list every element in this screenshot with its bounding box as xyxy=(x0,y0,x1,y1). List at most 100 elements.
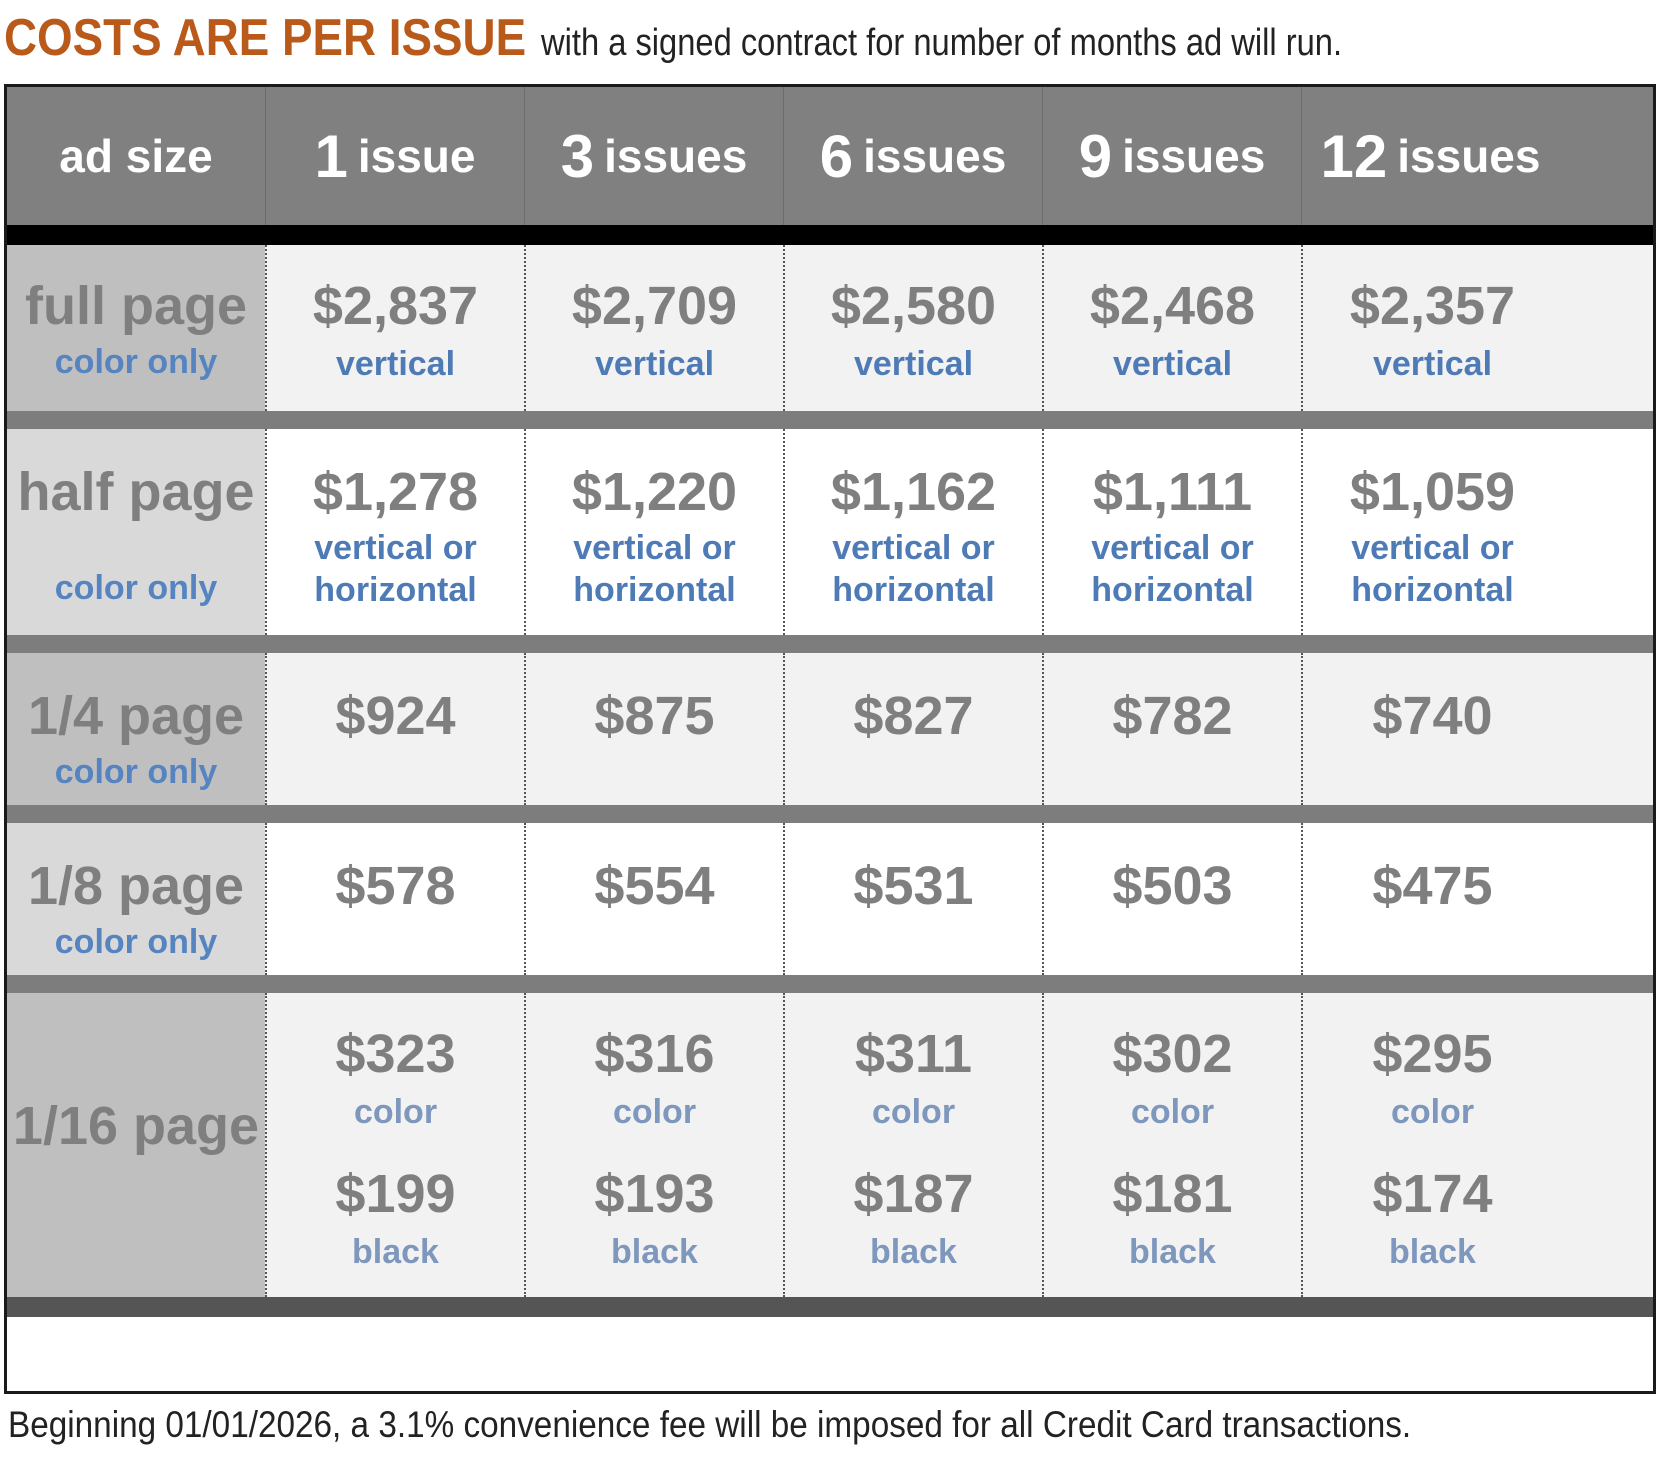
rate-table: ad size 1 issue 3 issues 6 issues 9 issues 1… xyxy=(4,84,1656,1394)
orientation-note: vertical or xyxy=(1091,529,1254,567)
color-label: color xyxy=(1130,1093,1215,1131)
footnote-text: Beginning 01/01/2026, a 3.1% convenience… xyxy=(8,1404,1412,1445)
color-price: $316 xyxy=(594,1024,715,1084)
price: $2,580 xyxy=(830,276,997,336)
header-unit: issues xyxy=(1122,130,1266,182)
price: $475 xyxy=(1372,856,1493,916)
header-divider xyxy=(7,225,1653,245)
price-cell: $2,709 vertical xyxy=(524,245,783,411)
price-cell: $1,059 vertical or horizontal xyxy=(1301,429,1653,635)
orientation-note: horizontal xyxy=(573,571,736,609)
orientation-note: horizontal xyxy=(1091,571,1254,609)
price-cell: $578 xyxy=(265,823,524,975)
row-separator xyxy=(7,805,1653,823)
table-bottom-band xyxy=(7,1297,1653,1317)
size-note: color only xyxy=(54,923,218,961)
row-separator xyxy=(7,411,1653,429)
price: $740 xyxy=(1372,686,1493,746)
black-label: black xyxy=(1129,1233,1216,1271)
price: $924 xyxy=(335,686,456,746)
price-cell: $740 xyxy=(1301,653,1653,805)
price-cell: $1,278 vertical or horizontal xyxy=(265,429,524,635)
footnote: Beginning 01/01/2026, a 3.1% convenience… xyxy=(8,1404,1648,1454)
size-name: full page xyxy=(24,276,247,336)
orientation-note: vertical or xyxy=(573,529,736,567)
header-count: 6 xyxy=(819,122,854,190)
size-cell: 1/8 page color only xyxy=(7,823,265,975)
size-note: color only xyxy=(54,753,218,791)
orientation-note: vertical xyxy=(594,345,715,383)
price-cell: $2,580 vertical xyxy=(783,245,1042,411)
header-col-3: 3 issues xyxy=(524,87,783,225)
price-cell: $1,162 vertical or horizontal xyxy=(783,429,1042,635)
table-row-quarter-page: 1/4 page color only $924 $875 $827 $782 … xyxy=(7,653,1653,805)
size-name: 1/4 page xyxy=(27,686,245,746)
color-label: color xyxy=(871,1093,956,1131)
header-col-12: 12 issues xyxy=(1301,87,1653,225)
header-unit: issue xyxy=(357,130,476,182)
price-cell: $2,468 vertical xyxy=(1042,245,1301,411)
header-col-9: 9 issues xyxy=(1042,87,1301,225)
price: $1,220 xyxy=(571,462,738,522)
header-count: 1 xyxy=(314,122,348,190)
header-unit: issues xyxy=(863,130,1007,182)
black-price: $193 xyxy=(594,1164,715,1224)
black-label: black xyxy=(870,1233,957,1271)
price: $578 xyxy=(335,856,456,916)
row-separator xyxy=(7,635,1653,653)
price-cell: $302 color $181 black xyxy=(1042,993,1301,1297)
price: $2,357 xyxy=(1349,276,1516,336)
headline: COSTS ARE PER ISSUE with a signed contra… xyxy=(4,8,1654,70)
size-cell: half page color only xyxy=(7,429,265,635)
color-price: $295 xyxy=(1372,1024,1493,1084)
size-cell: 1/4 page color only xyxy=(7,653,265,805)
color-price: $302 xyxy=(1112,1024,1233,1084)
price-cell: $311 color $187 black xyxy=(783,993,1042,1297)
size-note: color only xyxy=(54,343,218,381)
color-label: color xyxy=(353,1093,438,1131)
price-cell: $924 xyxy=(265,653,524,805)
header-col-6: 6 issues xyxy=(783,87,1042,225)
table-row-sixteenth-page: 1/16 page $323 color $199 black $316 col… xyxy=(7,993,1653,1297)
price-cell: $295 color $174 black xyxy=(1301,993,1653,1297)
price: $1,059 xyxy=(1349,462,1516,522)
headline-lead: COSTS ARE PER ISSUE xyxy=(4,9,527,67)
price-cell: $2,837 vertical xyxy=(265,245,524,411)
color-label: color xyxy=(1390,1093,1475,1131)
color-price: $311 xyxy=(854,1024,973,1084)
size-name: half page xyxy=(17,462,255,522)
price: $827 xyxy=(853,686,974,746)
black-price: $199 xyxy=(335,1164,456,1224)
size-cell: full page color only xyxy=(7,245,265,411)
price-cell: $1,111 vertical or horizontal xyxy=(1042,429,1301,635)
header-unit: issues xyxy=(604,130,748,182)
black-label: black xyxy=(352,1233,439,1271)
price-cell: $475 xyxy=(1301,823,1653,975)
price: $503 xyxy=(1112,856,1233,916)
table-header: ad size 1 issue 3 issues 6 issues 9 issues 1… xyxy=(7,87,1653,225)
orientation-note: vertical xyxy=(853,345,974,383)
price: $554 xyxy=(594,856,715,916)
table-row-eighth-page: 1/8 page color only $578 $554 $531 $503 … xyxy=(7,823,1653,975)
price: $2,468 xyxy=(1089,276,1256,336)
price-cell: $531 xyxy=(783,823,1042,975)
price-cell: $875 xyxy=(524,653,783,805)
header-count: 3 xyxy=(560,122,595,190)
row-separator xyxy=(7,975,1653,993)
size-name: 1/16 page xyxy=(12,1096,260,1156)
header-count: 12 xyxy=(1320,122,1388,190)
color-price: $323 xyxy=(335,1024,456,1084)
black-label: black xyxy=(1389,1233,1476,1271)
price-cell: $554 xyxy=(524,823,783,975)
orientation-note: vertical xyxy=(1112,345,1233,383)
price-cell: $827 xyxy=(783,653,1042,805)
price: $1,162 xyxy=(830,462,997,522)
black-price: $174 xyxy=(1372,1164,1493,1224)
size-note: color only xyxy=(54,569,218,607)
black-price: $181 xyxy=(1112,1164,1233,1224)
headline-rest: with a signed contract for number of mon… xyxy=(541,22,1343,64)
orientation-note: horizontal xyxy=(832,571,995,609)
price-cell: $503 xyxy=(1042,823,1301,975)
orientation-note: vertical xyxy=(1372,345,1493,383)
table-row-half-page: half page color only $1,278 vertical or … xyxy=(7,429,1653,635)
